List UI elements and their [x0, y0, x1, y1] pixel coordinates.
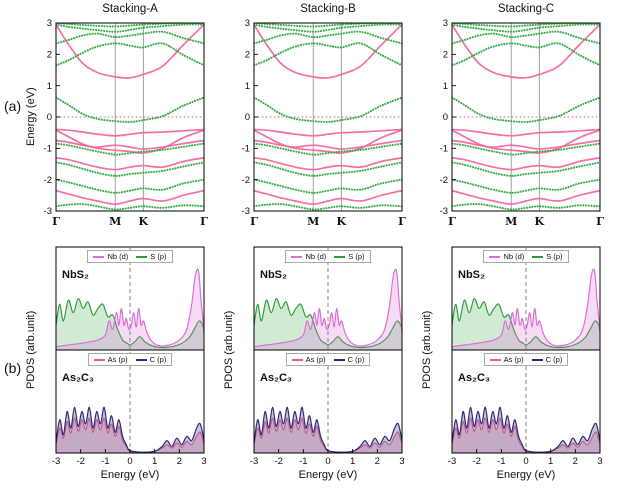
svg-text:0: 0: [245, 112, 250, 123]
pdos-x-axis-label: Energy (eV): [496, 469, 556, 481]
pdos-plot-stacking-c: -3 -2 -1 0 1 2 3: [448, 246, 603, 467]
pdos-panel-stacking-c: PDOS (arb.unit) -3 -2 -1 0 1 2 3 Nb (d) S (p) …: [421, 243, 608, 481]
svg-text:-1: -1: [497, 456, 505, 467]
material-label-nbs2: NbS₂: [260, 269, 287, 281]
svg-text:0: 0: [47, 112, 52, 123]
svg-text:-3: -3: [242, 206, 250, 217]
pdos-x-axis-label: Energy (eV): [100, 469, 160, 481]
material-label-nbs2: NbS₂: [458, 269, 485, 281]
pdos-y-axis-label: PDOS (arb.unit): [223, 310, 235, 390]
pdos-plot-stacking-a: -3 -2 -1 0 1 2 3: [52, 246, 207, 467]
svg-text:1: 1: [245, 81, 250, 92]
svg-text:3: 3: [443, 18, 448, 29]
panel-a-label: (a): [4, 98, 22, 114]
svg-text:1: 1: [443, 81, 448, 92]
svg-text:M: M: [307, 215, 319, 228]
svg-text:2: 2: [443, 50, 448, 61]
svg-text:3: 3: [245, 18, 250, 29]
svg-text:-2: -2: [44, 175, 52, 186]
svg-text:-2: -2: [472, 456, 480, 467]
band-panel-stacking-c: Stacking-C -3 -2 -1 0 1 2 3 Γ M K Γ: [422, 2, 608, 229]
svg-text:Γ: Γ: [250, 215, 258, 228]
svg-text:-2: -2: [440, 175, 448, 186]
svg-text:-2: -2: [76, 456, 84, 467]
material-label-nbs2: NbS₂: [62, 269, 89, 281]
band-structure-plot-stacking-b: -3 -2 -1 0 1 2 3 Γ M K Γ: [242, 18, 407, 228]
material-label-as2c3: As₂C₃: [458, 372, 490, 384]
pdos-y-axis-label: PDOS (arb.unit): [25, 310, 37, 390]
svg-text:2: 2: [47, 50, 52, 61]
svg-text:M: M: [109, 215, 121, 228]
material-label-as2c3: As₂C₃: [260, 372, 292, 384]
svg-text:0: 0: [443, 112, 448, 123]
svg-text:-1: -1: [242, 144, 250, 155]
band-title-stacking-a: Stacking-A: [102, 3, 158, 15]
svg-text:Γ: Γ: [52, 215, 60, 228]
svg-text:1: 1: [152, 456, 157, 467]
svg-text:-3: -3: [448, 456, 456, 467]
band-panel-stacking-a: Stacking-A Energy (eV) -3 -2 -1 0 1 2 3 Γ M K Γ: [25, 2, 212, 229]
svg-text:K: K: [535, 215, 545, 228]
pdos-row: PDOS (arb.unit) -3 -2 -1 0 1 2 3 Nb (d) S (p) …: [25, 243, 619, 481]
band-structures-row: Stacking-A Energy (eV) -3 -2 -1 0 1 2 3 Γ M K Γ St…: [25, 0, 619, 229]
svg-text:0: 0: [127, 456, 132, 467]
svg-text:2: 2: [375, 456, 380, 467]
svg-text:M: M: [505, 215, 517, 228]
svg-text:1: 1: [548, 456, 553, 467]
svg-text:Γ: Γ: [596, 215, 604, 228]
material-label-as2c3: As₂C₃: [62, 372, 94, 384]
svg-text:Γ: Γ: [398, 215, 406, 228]
svg-text:1: 1: [47, 81, 52, 92]
pdos-y-axis-label: PDOS (arb.unit): [421, 310, 433, 390]
svg-text:3: 3: [47, 18, 52, 29]
svg-text:K: K: [139, 215, 149, 228]
svg-text:0: 0: [325, 456, 330, 467]
svg-text:-1: -1: [299, 456, 307, 467]
band-panel-stacking-b: Stacking-B -3 -2 -1 0 1 2 3 Γ M K Γ: [224, 2, 410, 229]
svg-text:-3: -3: [44, 206, 52, 217]
svg-text:2: 2: [573, 456, 578, 467]
panel-b-label: (b): [4, 360, 22, 376]
svg-text:Γ: Γ: [200, 215, 208, 228]
svg-text:2: 2: [245, 50, 250, 61]
pdos-x-axis-label: Energy (eV): [298, 469, 358, 481]
svg-text:3: 3: [201, 456, 206, 467]
svg-text:2: 2: [177, 456, 182, 467]
bands-y-axis-label: Energy (eV): [25, 87, 37, 147]
svg-text:-2: -2: [274, 456, 282, 467]
svg-text:K: K: [337, 215, 347, 228]
svg-text:Γ: Γ: [448, 215, 456, 228]
band-title-stacking-c: Stacking-C: [497, 3, 555, 15]
band-structure-plot-stacking-c: -3 -2 -1 0 1 2 3 Γ M K Γ: [440, 18, 605, 228]
svg-text:-3: -3: [52, 456, 60, 467]
svg-text:-1: -1: [440, 144, 448, 155]
pdos-plot-stacking-b: -3 -2 -1 0 1 2 3: [250, 246, 405, 467]
svg-text:3: 3: [399, 456, 404, 467]
pdos-panel-stacking-b: PDOS (arb.unit) -3 -2 -1 0 1 2 3 Nb (d) S (p) …: [223, 243, 410, 481]
band-structure-plot-stacking-a: -3 -2 -1 0 1 2 3 Γ M K Γ: [44, 18, 209, 228]
svg-text:-2: -2: [242, 175, 250, 186]
svg-text:1: 1: [350, 456, 355, 467]
svg-text:-1: -1: [44, 144, 52, 155]
pdos-panel-stacking-a: PDOS (arb.unit) -3 -2 -1 0 1 2 3 Nb (d) S (p) …: [25, 243, 212, 481]
band-title-stacking-b: Stacking-B: [300, 3, 356, 15]
svg-text:-1: -1: [101, 456, 109, 467]
svg-text:-3: -3: [250, 456, 258, 467]
svg-text:0: 0: [523, 456, 528, 467]
svg-text:3: 3: [597, 456, 602, 467]
svg-text:-3: -3: [440, 206, 448, 217]
